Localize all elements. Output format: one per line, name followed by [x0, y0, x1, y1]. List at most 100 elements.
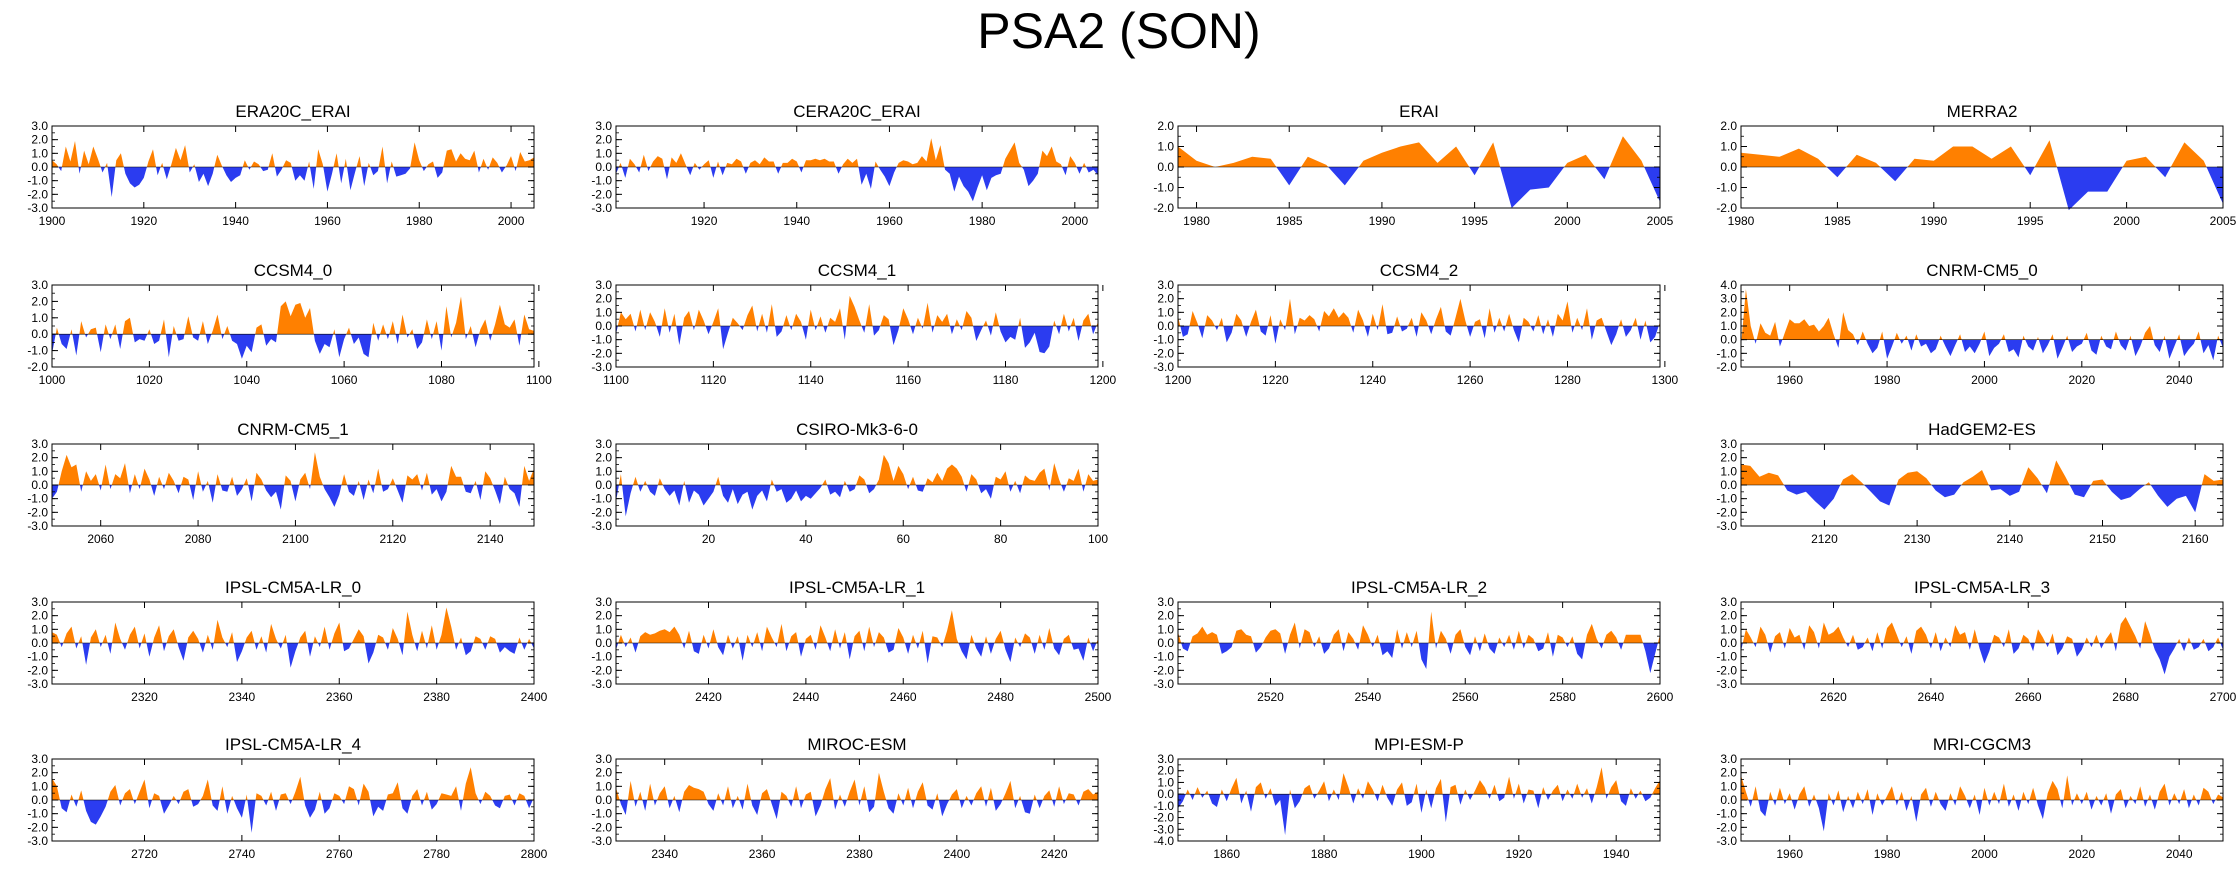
x-tick-label: 1140 — [798, 373, 824, 387]
positive-area-series — [1185, 767, 1660, 795]
y-tick-label: -3.0 — [1716, 677, 1737, 691]
y-tick-label: 1.0 — [1157, 305, 1174, 319]
y-tick-label: 1.0 — [1157, 140, 1174, 154]
x-tick-label: 2340 — [651, 847, 678, 861]
positive-area-series — [1741, 775, 2223, 800]
x-tick-label: 2420 — [695, 690, 722, 704]
x-tick-label: 1920 — [691, 214, 718, 228]
x-tick-label: 1060 — [331, 373, 358, 387]
x-tick-label: 1920 — [1505, 847, 1532, 861]
x-tick-label: 1220 — [1262, 373, 1289, 387]
chart-panel: IPSL-CM5A-LR_4 3.02.01.00.0-1.0-2.0-3.0 27… — [27, 735, 547, 861]
x-tick-label: 2080 — [185, 532, 212, 546]
positive-area-series — [52, 607, 532, 643]
x-tick-label: 2500 — [1085, 690, 1112, 704]
y-tick-label: 0.0 — [1157, 636, 1174, 650]
y-tick-label: -2.0 — [27, 187, 48, 201]
y-tick-label: 0.0 — [1720, 333, 1737, 347]
y-tick-label: 2.0 — [1157, 609, 1174, 623]
y-tick-label: -2.0 — [1716, 505, 1737, 519]
positive-area-series — [52, 767, 534, 800]
negative-area-series — [616, 326, 1097, 354]
y-tick-label: -1.0 — [591, 492, 612, 506]
y-tick-label: -3.0 — [591, 834, 612, 848]
y-tick-label: -4.0 — [1153, 834, 1174, 848]
y-tick-label: 2.0 — [1720, 766, 1737, 780]
y-tick-label: -1.0 — [591, 807, 612, 821]
y-tick-label: 3.0 — [31, 119, 48, 133]
y-tick-label: 3.0 — [1720, 595, 1737, 609]
y-tick-label: 0.0 — [595, 319, 612, 333]
negative-area-series — [1181, 643, 1658, 674]
y-tick-label: 3.0 — [1157, 752, 1174, 766]
panel-title: MERRA2 — [1947, 102, 2018, 121]
x-tick-label: 2000 — [1971, 847, 1998, 861]
y-tick-label: 2.0 — [1720, 609, 1737, 623]
y-tick-label: -1.0 — [1716, 346, 1737, 360]
y-tick-label: -3.0 — [1153, 360, 1174, 374]
y-tick-label: 1.0 — [1720, 140, 1737, 154]
positive-area-series — [58, 452, 534, 485]
x-tick-label: 1990 — [1369, 214, 1396, 228]
y-tick-label: 0.0 — [1720, 793, 1737, 807]
negative-area-series — [616, 485, 1086, 517]
y-tick-label: -1.0 — [1716, 650, 1737, 664]
y-tick-label: -1.0 — [27, 174, 48, 188]
y-tick-label: 0.0 — [31, 478, 48, 492]
y-tick-label: 0.0 — [31, 793, 48, 807]
y-tick-label: -1.0 — [591, 333, 612, 347]
x-tick-label: 1260 — [1457, 373, 1484, 387]
y-tick-label: -2.0 — [27, 663, 48, 677]
chart-panel: IPSL-CM5A-LR_3 3.02.01.00.0-1.0-2.0-3.0 26… — [1716, 578, 2236, 704]
y-tick-label: 3.0 — [1157, 595, 1174, 609]
x-tick-label: 1980 — [1874, 373, 1901, 387]
x-tick-label: 1995 — [1461, 214, 1488, 228]
y-tick-label: 3.0 — [1720, 292, 1737, 306]
x-tick-label: 1040 — [233, 373, 260, 387]
x-tick-label: 1985 — [1276, 214, 1303, 228]
y-tick-label: -2.0 — [27, 360, 48, 374]
positive-area-series — [1178, 298, 1660, 326]
x-tick-label: 2120 — [379, 532, 406, 546]
y-tick-label: 2.0 — [595, 133, 612, 147]
x-tick-label: 1980 — [406, 214, 433, 228]
y-tick-label: 3.0 — [595, 752, 612, 766]
x-tick-label: 1995 — [2017, 214, 2044, 228]
y-tick-label: -2.0 — [1716, 201, 1737, 215]
y-tick-label: 1.0 — [1720, 779, 1737, 793]
x-tick-label: 1960 — [314, 214, 341, 228]
x-tick-label: 2060 — [87, 532, 114, 546]
y-tick-label: -2.0 — [1153, 811, 1174, 825]
x-tick-label: 2140 — [1996, 532, 2023, 546]
y-tick-label: 1.0 — [595, 305, 612, 319]
x-tick-label: 2000 — [1971, 373, 1998, 387]
y-tick-label: 3.0 — [595, 595, 612, 609]
x-tick-label: 2150 — [2089, 532, 2116, 546]
y-tick-label: -1.0 — [27, 492, 48, 506]
chart-panel: MPI-ESM-P 3.02.01.00.0-1.0-2.0-3.0-4.0 186… — [1153, 735, 1661, 861]
x-tick-label: 1900 — [1408, 847, 1435, 861]
y-tick-label: 0.0 — [595, 793, 612, 807]
x-tick-label: 2620 — [1820, 690, 1847, 704]
panel-title: IPSL-CM5A-LR_2 — [1351, 578, 1487, 597]
x-tick-label: 100 — [1088, 532, 1108, 546]
panel-title: HadGEM2-ES — [1928, 420, 2036, 439]
negative-area-series — [52, 485, 522, 510]
x-tick-label: 2000 — [1061, 214, 1088, 228]
x-tick-label: 1920 — [130, 214, 157, 228]
figure-title: PSA2 (SON) — [977, 3, 1261, 59]
panel-title: MRI-CGCM3 — [1933, 735, 2031, 754]
y-tick-label: 3.0 — [31, 437, 48, 451]
panel-title: MIROC-ESM — [807, 735, 906, 754]
x-tick-label: 1985 — [1824, 214, 1851, 228]
x-tick-label: 2140 — [477, 532, 504, 546]
y-tick-label: 1.0 — [595, 464, 612, 478]
y-tick-label: 2.0 — [1157, 119, 1174, 133]
chart-panel: CNRM-CM5_1 3.02.01.00.0-1.0-2.0-3.0 2060 20… — [27, 420, 535, 546]
y-tick-label: 2.0 — [1720, 305, 1737, 319]
x-tick-label: 2160 — [2182, 532, 2209, 546]
negative-area-series — [1784, 485, 2202, 513]
y-tick-label: 3.0 — [595, 278, 612, 292]
negative-area-series — [58, 167, 517, 198]
